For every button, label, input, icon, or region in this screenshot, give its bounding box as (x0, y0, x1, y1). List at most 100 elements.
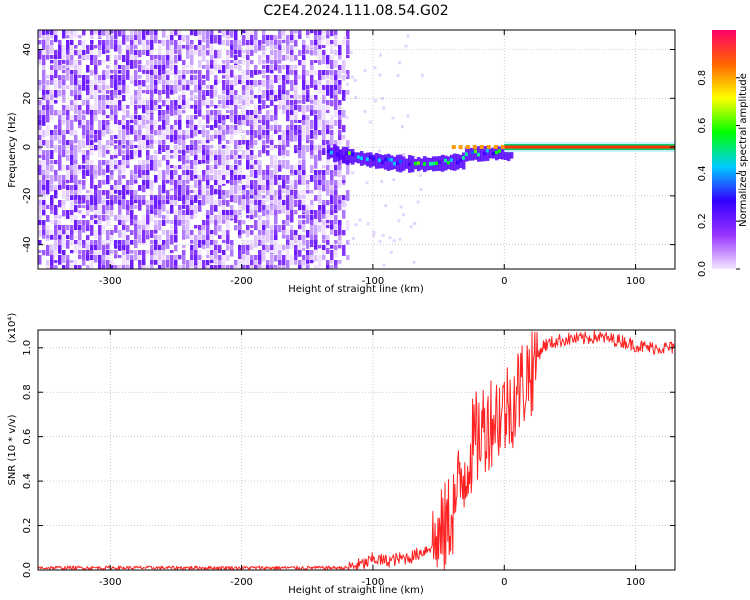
spectrogram-noise-cell (154, 220, 158, 228)
spectrogram-noise-cell (286, 65, 290, 75)
spectrogram-noise-cell (202, 45, 206, 53)
spectrogram-noise-cell (134, 240, 138, 249)
spectrogram-noise-cell (334, 50, 338, 56)
spectrogram-noise-cell (110, 140, 114, 144)
spectrogram-noise-cell (54, 170, 58, 180)
spectrogram-noise-cell (90, 60, 94, 65)
spectrogram-noise-cell (134, 35, 138, 43)
spectrogram-noise-cell (226, 95, 230, 104)
spectrogram-noise-cell (262, 255, 266, 262)
spectrogram-noise-cell (206, 45, 210, 49)
spectrogram-noise-cell (278, 145, 282, 156)
spectrogram-noise-cell (302, 160, 306, 170)
signal-band-cell (368, 152, 373, 168)
spectrogram-noise-cell (294, 170, 298, 180)
spectrogram-noise-cell (166, 165, 170, 173)
spectrogram-noise-cell (178, 190, 182, 201)
signal-band-cell (449, 154, 454, 171)
spectrogram-noise-cell (238, 125, 242, 134)
spectrogram-noise-cell (302, 190, 306, 197)
spectrogram-noise-cell (210, 60, 214, 66)
spectrogram-noise-cell (138, 235, 142, 244)
spectrogram-noise-cell (186, 215, 190, 225)
spectrogram-noise-cell (186, 225, 190, 236)
spectrogram-noise-cell (330, 210, 334, 216)
spectrogram-noise-cell (286, 255, 290, 261)
spectrogram-noise-cell (82, 55, 86, 60)
spectrogram-noise-cell (66, 110, 70, 119)
spectrogram-noise-cell (246, 70, 250, 79)
spectrogram-noise-cell (234, 115, 238, 125)
signal-band-core (329, 150, 333, 155)
spectrogram-noise-cell (130, 175, 134, 181)
spectrogram-noise-cell (98, 130, 102, 141)
spectrogram-noise-cell (266, 210, 270, 215)
spectrogram-noise-cell (190, 260, 194, 268)
spectrogram-noise-cell (278, 60, 282, 64)
spectrogram-noise-cell (150, 130, 154, 135)
spectrogram-noise-cell (170, 70, 174, 76)
spectrogram-noise-cell (282, 105, 286, 112)
spectrogram-noise-cell (342, 195, 346, 204)
spectrogram-noise-cell (154, 120, 158, 130)
spectrogram-noise-cell (62, 85, 66, 93)
spectrogram-noise-cell (242, 265, 246, 269)
spectrogram-noise-cell (226, 245, 230, 251)
spectrogram-noise-cell (302, 220, 306, 225)
spectrogram-noise-cell (54, 225, 58, 230)
spectrogram-noise-cell (214, 65, 218, 71)
spectrogram-noise-cell (230, 105, 234, 111)
spectrogram-noise-cell (134, 70, 138, 79)
spectrogram-noise-cell (138, 85, 142, 96)
spectrogram-noise-cell (274, 120, 278, 128)
spectrogram-noise-cell (254, 80, 258, 87)
spectrogram-noise-cell (182, 45, 186, 49)
spectrogram-noise-cell (186, 45, 190, 52)
spectrogram-noise-cell (122, 150, 126, 155)
spectrogram-noise-cell (98, 195, 102, 204)
spectrogram-noise-cell (186, 235, 190, 239)
spectrogram-noise-cell (194, 175, 198, 179)
spectrogram-noise-cell (262, 90, 266, 97)
spectrogram-noise-cell (166, 80, 170, 86)
spectrogram-noise-cell (190, 65, 194, 69)
spectrogram-noise-cell (106, 125, 110, 135)
spectrogram-noise-cell (342, 65, 346, 74)
spectrogram-noise-cell (82, 195, 86, 204)
signal-band-core (470, 150, 474, 155)
spectrogram-noise-cell (98, 215, 102, 223)
spectrogram-noise-cell (154, 195, 158, 203)
spectrogram-noise-cell (162, 245, 166, 254)
spectrogram-noise-cell (182, 170, 186, 180)
spectrogram-noise-cell (338, 240, 342, 250)
spectrogram-noise-cell (210, 240, 214, 250)
spectrogram-noise-cell (178, 30, 182, 35)
spectrogram-noise-cell (178, 145, 182, 150)
spectrogram-noise-cell (74, 260, 78, 265)
spectrogram-noise-cell (254, 35, 258, 43)
spectrogram-noise-cell (314, 180, 318, 188)
spectrogram-noise-cell (314, 210, 318, 220)
spectrogram-noise-cell (226, 190, 230, 199)
spectrogram-noise-cell (286, 245, 290, 250)
spectrogram-noise-cell (206, 260, 210, 269)
spectrogram-noise-cell (118, 150, 122, 157)
spectrogram-noise-cell (122, 190, 126, 200)
spectrogram-noise-cell (238, 165, 242, 176)
signal-band-core (398, 159, 402, 164)
spectrogram-noise-cell (322, 125, 326, 131)
spectrogram-noise-cell (158, 245, 162, 253)
spectrogram-noise-cell (58, 75, 62, 84)
spectrogram-noise-cell (238, 75, 242, 81)
spectrogram-noise-cell (322, 200, 326, 208)
spectrogram-noise-cell (326, 40, 330, 46)
spectrogram-noise-cell (214, 170, 218, 178)
spectrogram-noise-cell (286, 90, 290, 96)
spectrogram-noise-cell (270, 170, 274, 180)
spectrogram-noise-cell (254, 265, 258, 269)
spectrogram-noise-cell (154, 140, 158, 145)
spectrogram-noise-cell (206, 90, 210, 96)
spectrogram-noise-cell (106, 255, 110, 262)
signal-band-core (446, 160, 450, 165)
